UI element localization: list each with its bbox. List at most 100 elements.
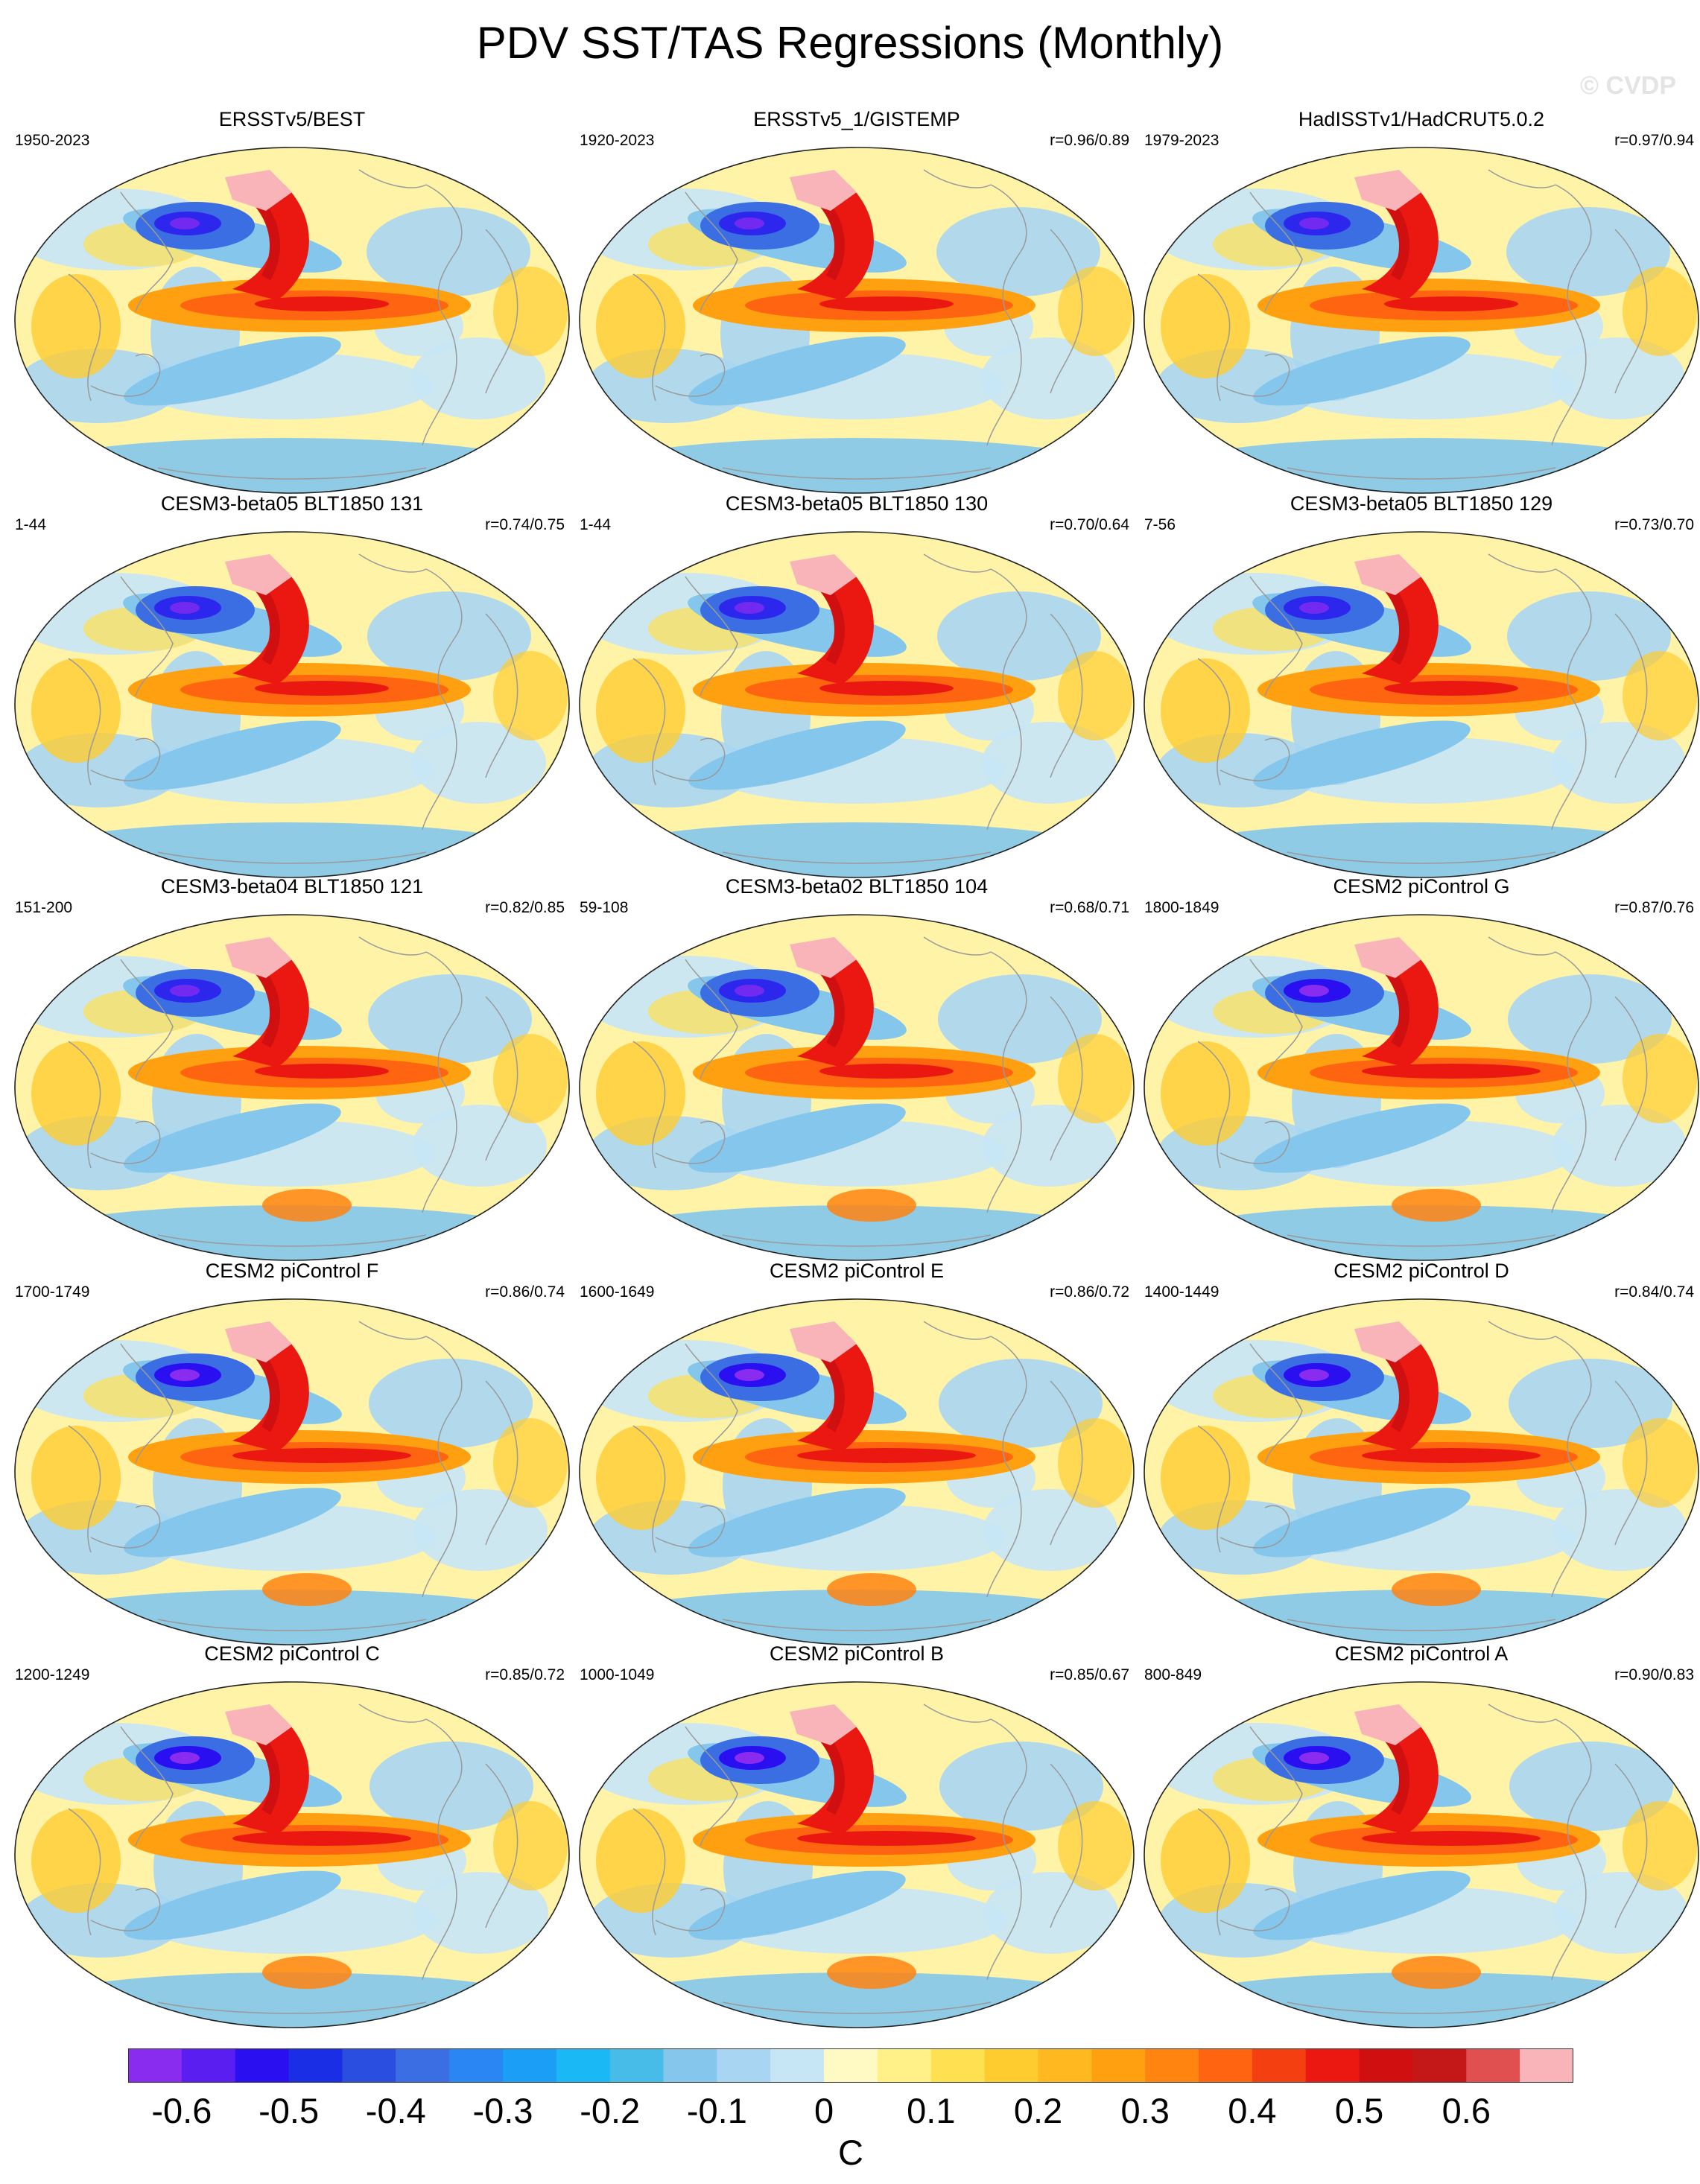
- colorbar-swatch: [984, 2048, 1038, 2083]
- figure-title: PDV SST/TAS Regressions (Monthly): [476, 18, 1224, 68]
- panel-years: 151-200: [15, 899, 73, 916]
- regression-map: [14, 531, 570, 878]
- panel-map: [9, 1292, 575, 1652]
- regression-map: [579, 1298, 1135, 1645]
- panel-title: ERSSTv5/BEST: [218, 108, 366, 130]
- panel-years: 1-44: [580, 516, 612, 533]
- panel-years: 1700-1749: [15, 1283, 90, 1301]
- panel-years: 1-44: [15, 516, 47, 533]
- panel-map: [9, 524, 575, 885]
- panel-title: CESM2 piControl C: [204, 1642, 380, 1665]
- colorbar-tick-label: 0.2: [1013, 2091, 1063, 2130]
- colorbar-swatch: [824, 2048, 878, 2083]
- colorbar-tick-label: -0.3: [472, 2091, 533, 2130]
- panel-correlation: r=0.82/0.85: [485, 899, 565, 916]
- colorbar-tick-label: 0.5: [1334, 2091, 1384, 2130]
- colorbar-swatch: [609, 2048, 665, 2083]
- colorbar-tick-label: -0.5: [259, 2091, 320, 2130]
- map-panel: CESM3-beta02 BLT1850 104 59-108 r=0.68/0.7…: [574, 873, 1140, 1268]
- panel-title: CESM2 piControl B: [769, 1642, 945, 1665]
- map-panel: ERSSTv5/BEST 1950-2023: [9, 106, 575, 501]
- panel-title: CESM3-beta05 BLT1850 129: [1290, 492, 1553, 515]
- panel-map: [1138, 1292, 1700, 1652]
- panel-years: 1800-1849: [1144, 899, 1220, 916]
- panel-correlation: r=0.84/0.74: [1614, 1283, 1694, 1301]
- colorbar-tick-label: -0.6: [151, 2091, 212, 2130]
- panel-title: CESM2 piControl F: [205, 1260, 379, 1282]
- panel-title: CESM3-beta05 BLT1850 130: [725, 492, 989, 515]
- panel-years: 1200-1249: [15, 1666, 90, 1683]
- colorbar-swatch: [663, 2048, 717, 2083]
- map-panel: CESM2 piControl F 1700-1749 r=0.86/0.74: [9, 1257, 575, 1652]
- colorbar-swatch: [1466, 2048, 1520, 2083]
- regression-map: [579, 147, 1135, 494]
- panel-title: CESM2 piControl G: [1333, 875, 1510, 898]
- panel-map: [1138, 140, 1700, 501]
- colorbar-swatch: [877, 2048, 932, 2083]
- colorbar-tick-label: 0.4: [1228, 2091, 1277, 2130]
- colorbar-swatch: [930, 2048, 986, 2083]
- panel-correlation: r=0.96/0.89: [1050, 132, 1129, 149]
- panel-map: [9, 140, 575, 501]
- panel-map: [1138, 524, 1700, 885]
- panel-title: CESM3-beta04 BLT1850 121: [160, 875, 424, 898]
- panel-map: [574, 1674, 1140, 2035]
- colorbar-swatch: [1359, 2048, 1413, 2083]
- colorbar-swatch: [1145, 2048, 1199, 2083]
- colorbar-swatch: [1520, 2048, 1573, 2083]
- colorbar-units: C: [838, 2133, 863, 2172]
- colorbar-tick-label: 0.6: [1441, 2091, 1491, 2130]
- colorbar-swatches: [128, 2048, 1573, 2083]
- map-panel: CESM3-beta04 BLT1850 121 151-200 r=0.82/0.…: [9, 873, 575, 1268]
- panel-map: [1138, 907, 1700, 1268]
- colorbar-tick-labels: -0.6 -0.5 -0.4 -0.3 -0.2 -0.1 0 0.1 0.2 0.3 0.4 0.5…: [128, 2090, 1573, 2135]
- panel-map: [574, 1292, 1140, 1652]
- panel-correlation: r=0.87/0.76: [1614, 899, 1694, 916]
- colorbar-swatch: [342, 2048, 396, 2083]
- map-panel: CESM2 piControl B 1000-1049 r=0.85/0.67: [574, 1640, 1140, 2035]
- colorbar-swatch: [181, 2048, 236, 2083]
- regression-map: [14, 914, 570, 1261]
- map-panel: CESM2 piControl D 1400-1449 r=0.84/0.74: [1138, 1257, 1700, 1652]
- panel-title: HadISSTv1/HadCRUT5.0.2: [1298, 108, 1545, 130]
- panel-years: 1600-1649: [580, 1283, 655, 1301]
- cvdp-watermark: © CVDP: [1580, 72, 1676, 100]
- colorbar-tick-label: -0.2: [580, 2091, 641, 2130]
- colorbar-tick-label: -0.1: [686, 2091, 747, 2130]
- regression-map: [579, 1681, 1135, 2028]
- map-panel: CESM3-beta05 BLT1850 130 1-44 r=0.70/0.64: [574, 490, 1140, 885]
- colorbar-swatch: [396, 2048, 450, 2083]
- panel-years: 1979-2023: [1144, 132, 1220, 149]
- panel-years: 800-849: [1144, 1666, 1202, 1683]
- regression-map: [1144, 147, 1699, 494]
- map-panel: CESM3-beta05 BLT1850 131 1-44 r=0.74/0.75: [9, 490, 575, 885]
- map-panel: CESM2 piControl A 800-849 r=0.90/0.83: [1138, 1640, 1700, 2035]
- panel-title: ERSSTv5_1/GISTEMP: [753, 108, 960, 130]
- panel-correlation: r=0.90/0.83: [1614, 1666, 1694, 1683]
- regression-map: [1144, 1681, 1699, 2028]
- regression-map: [14, 1681, 570, 2028]
- panel-title: CESM3-beta02 BLT1850 104: [725, 875, 989, 898]
- colorbar-swatch: [1199, 2048, 1253, 2083]
- panel-years: 1920-2023: [580, 132, 655, 149]
- colorbar-swatch: [1305, 2048, 1360, 2083]
- colorbar-swatch: [1252, 2048, 1307, 2083]
- panel-map: [574, 140, 1140, 501]
- panel-correlation: r=0.97/0.94: [1614, 132, 1694, 149]
- map-panel: CESM2 piControl C 1200-1249 r=0.85/0.72: [9, 1640, 575, 2035]
- panel-correlation: r=0.86/0.72: [1050, 1283, 1129, 1301]
- colorbar-swatch: [556, 2048, 611, 2083]
- panel-correlation: r=0.85/0.72: [485, 1666, 565, 1683]
- colorbar-swatch: [128, 2048, 183, 2083]
- map-panel: ERSSTv5_1/GISTEMP 1920-2023 r=0.96/0.89: [574, 106, 1140, 501]
- colorbar-tick-label: 0.3: [1120, 2091, 1170, 2130]
- panel-title: CESM2 piControl A: [1334, 1642, 1509, 1665]
- panel-correlation: r=0.70/0.64: [1050, 516, 1129, 533]
- panel-years: 1000-1049: [580, 1666, 655, 1683]
- panel-years: 1950-2023: [15, 132, 90, 149]
- regression-map: [1144, 914, 1699, 1261]
- colorbar-tick-label: -0.4: [365, 2091, 426, 2130]
- panel-years: 1400-1449: [1144, 1283, 1220, 1301]
- panel-correlation: r=0.68/0.71: [1050, 899, 1129, 916]
- panel-years: 7-56: [1144, 516, 1176, 533]
